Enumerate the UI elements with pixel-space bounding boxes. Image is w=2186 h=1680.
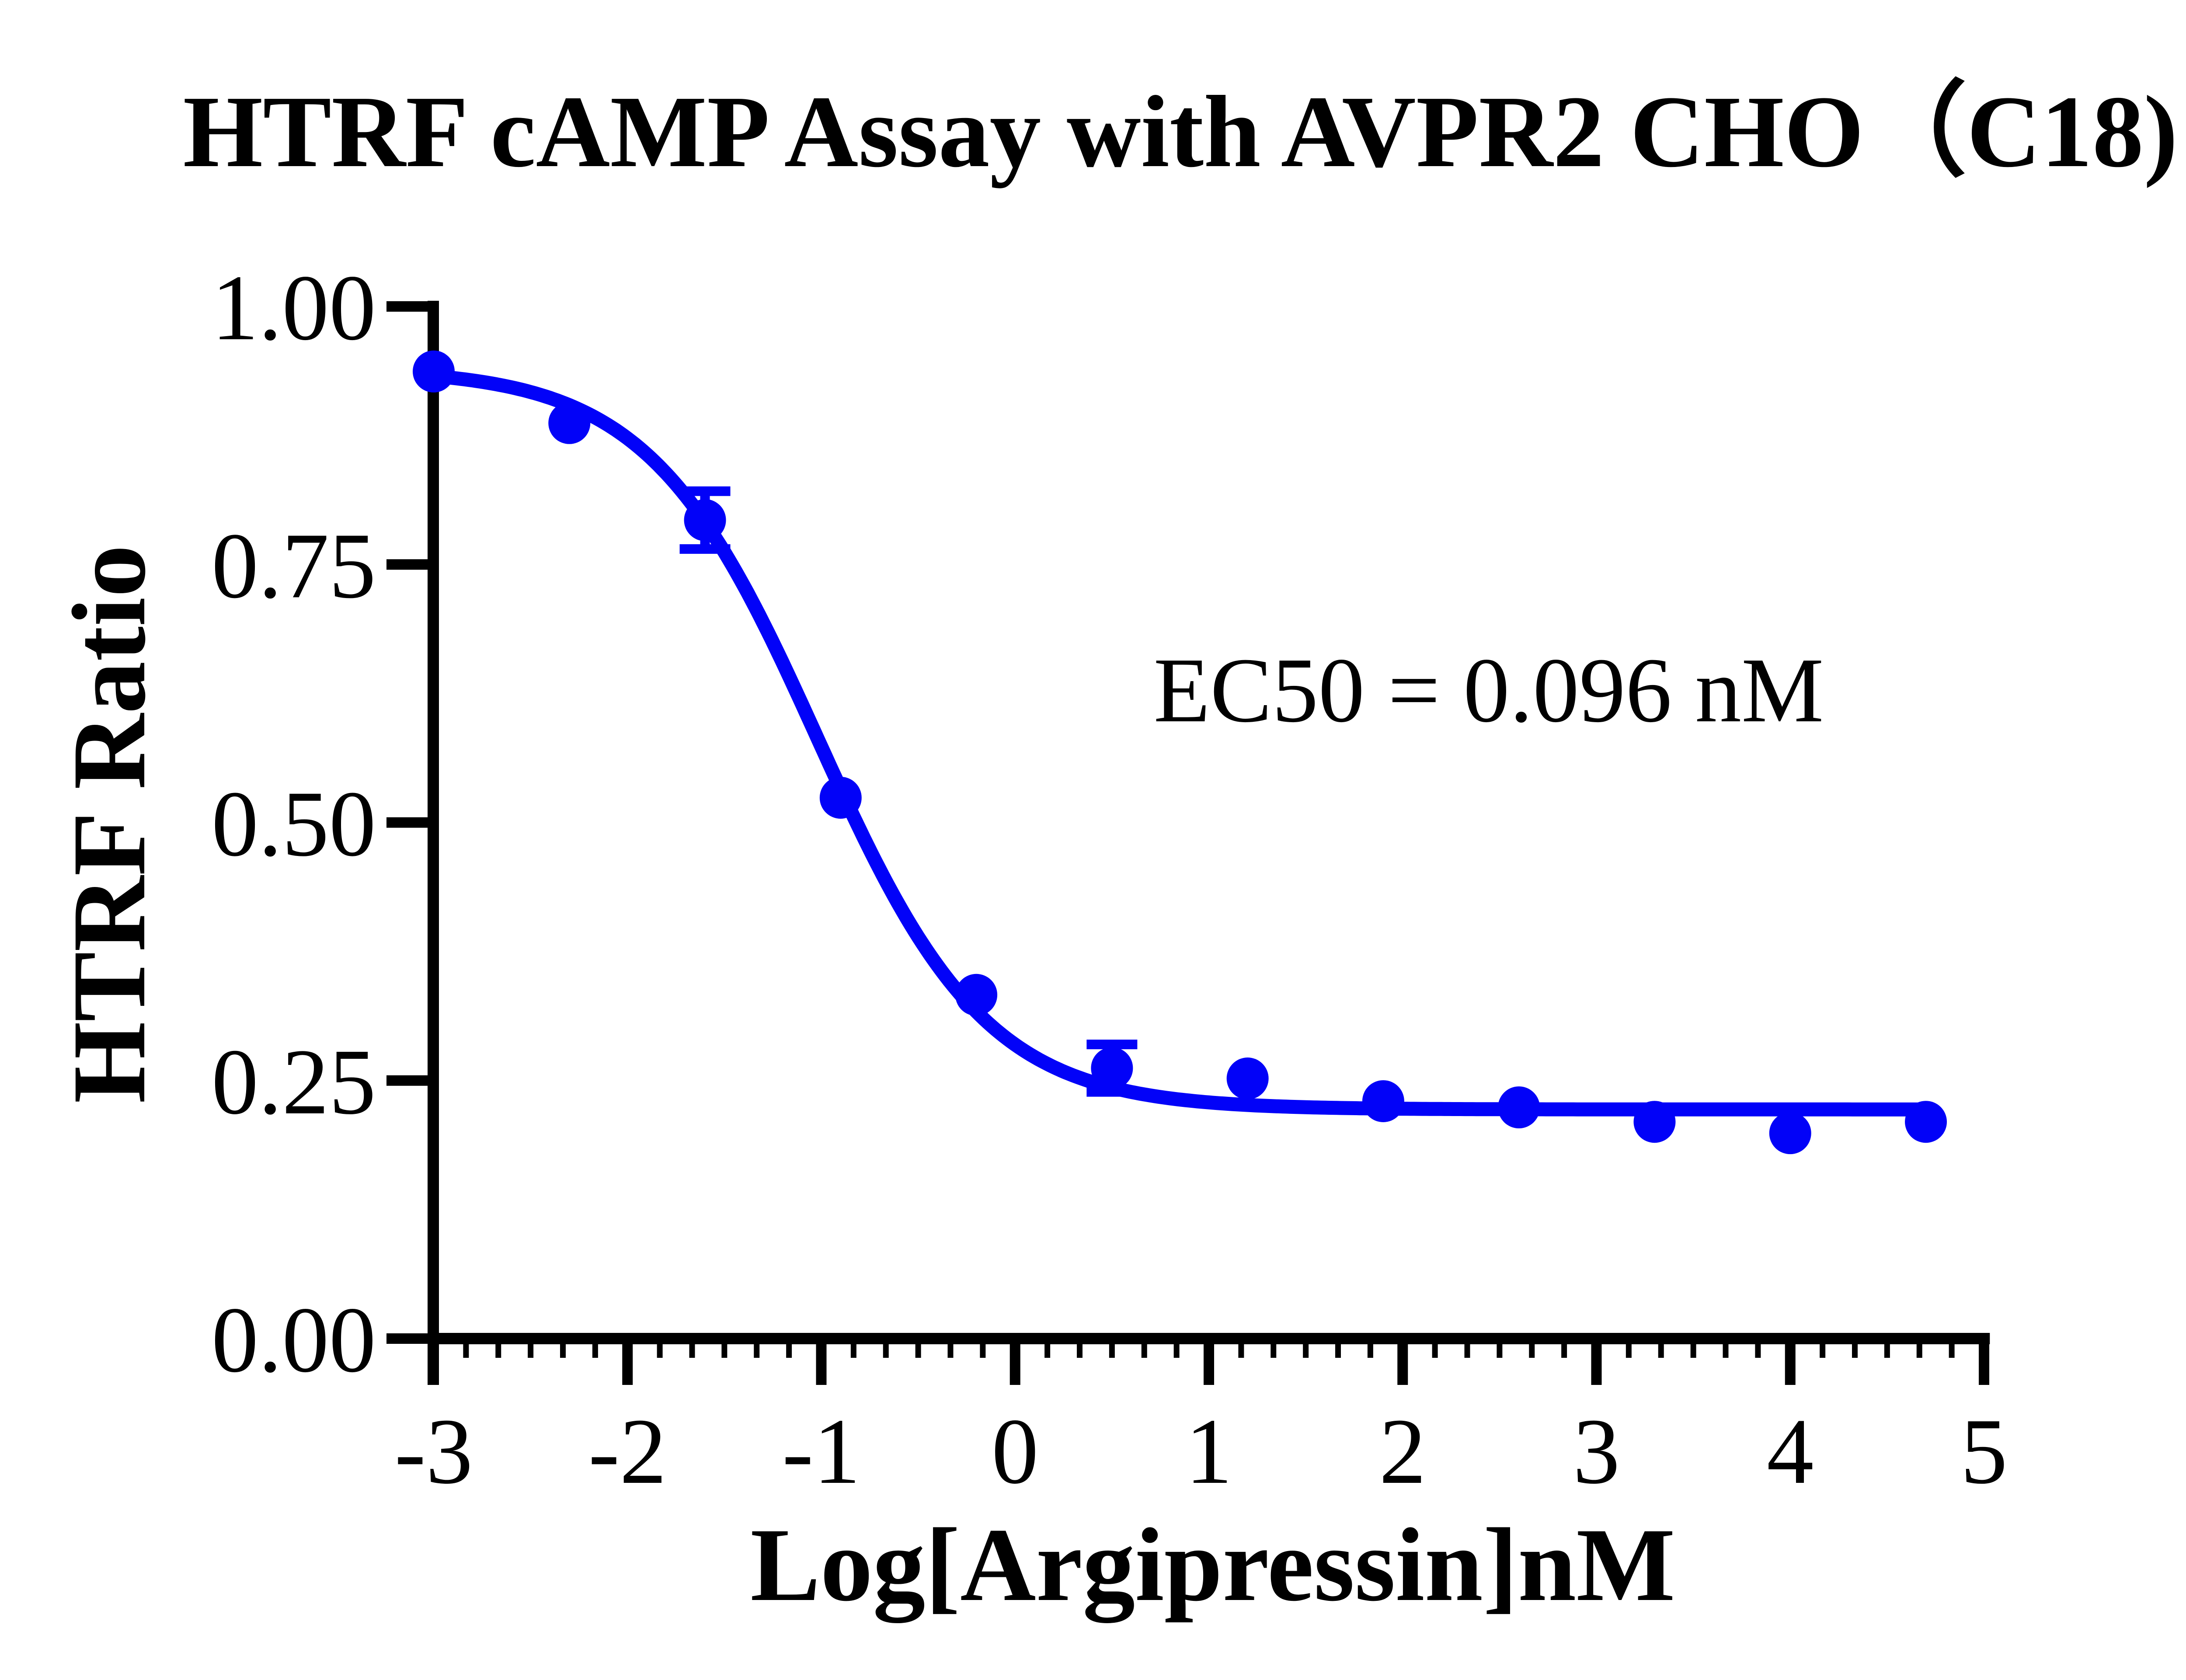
data-point: [548, 402, 591, 444]
data-point: [1091, 1047, 1133, 1089]
sigmoid-curve: [427, 369, 1937, 1117]
chart-title: HTRF cAMP Assay with AVPR2 CHO（C18): [183, 75, 2178, 188]
x-tick-label: 5: [1960, 1399, 2008, 1503]
tick-labels: 1.00 0.75 0.50 0.25 0.00-3 -2 -1 0 1 2 3 4 5: [212, 255, 2008, 1503]
x-tick-label: 4: [1767, 1399, 1814, 1503]
x-tick-label: -2: [588, 1399, 667, 1503]
data-point: [819, 776, 862, 819]
data-point: [1362, 1080, 1404, 1122]
y-tick-label: 0.25: [212, 1030, 376, 1134]
data-point: [1769, 1112, 1811, 1155]
x-tick-label: 1: [1185, 1399, 1232, 1503]
data-point: [1226, 1057, 1269, 1100]
y-tick-label: 0.75: [212, 513, 376, 618]
y-axis-title: HTRF Ratio: [51, 545, 167, 1103]
data-point: [1498, 1086, 1540, 1129]
x-tick-label: 2: [1379, 1399, 1427, 1503]
x-axis-title: Log[Argipressin]nM: [750, 1506, 1675, 1623]
x-tick-label: -1: [782, 1399, 860, 1503]
x-tick-label: -3: [394, 1399, 473, 1503]
axes: [386, 301, 1990, 1385]
x-tick-label: 3: [1573, 1399, 1620, 1503]
data-point: [1633, 1101, 1676, 1143]
data-points: [413, 350, 1947, 1155]
fit-curve: [427, 369, 1937, 1117]
data-point: [1905, 1101, 1947, 1143]
data-point: [413, 350, 455, 393]
ec50-annotation: EC50 = 0.096 nM: [1154, 639, 1824, 741]
x-tick-label: 0: [992, 1399, 1039, 1503]
y-tick-label: 1.00: [212, 255, 376, 360]
data-point: [684, 499, 726, 541]
y-tick-label: 0.50: [212, 772, 376, 876]
y-tick-label: 0.00: [212, 1287, 376, 1392]
data-point: [955, 974, 998, 1016]
